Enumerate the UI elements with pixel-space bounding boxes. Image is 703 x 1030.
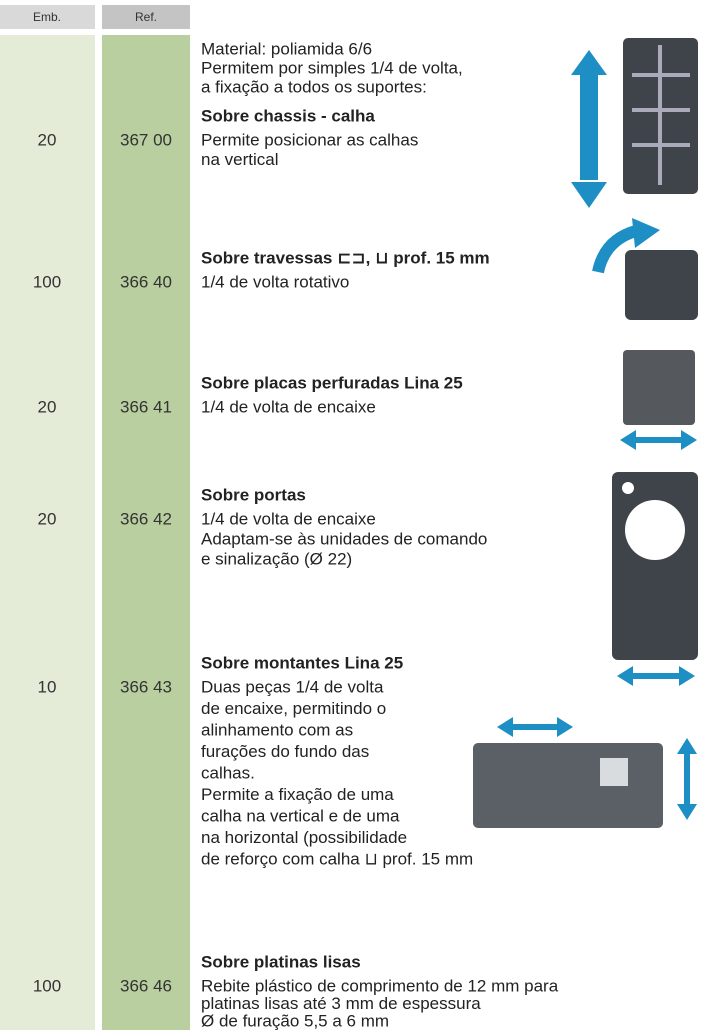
- header-ref: Ref.: [135, 10, 157, 24]
- item-line: 1/4 de volta de encaixe: [201, 509, 376, 528]
- item-line: platinas lisas até 3 mm de espessura: [201, 994, 481, 1013]
- item-line: Adaptam-se às unidades de comando: [201, 529, 487, 548]
- item-line: na vertical: [201, 150, 278, 169]
- product-image: [623, 350, 695, 425]
- item-line: Permite a fixação de uma: [201, 785, 394, 804]
- ref-value: 366 42: [120, 509, 172, 528]
- arrow: [617, 666, 695, 686]
- ref-value: 366 40: [120, 272, 172, 291]
- header-emb: Emb.: [33, 10, 61, 24]
- product-detail: [632, 45, 690, 185]
- item-line: calhas.: [201, 763, 255, 782]
- product-image: [625, 250, 698, 320]
- arrow: [571, 50, 607, 208]
- emb-value: 20: [38, 397, 57, 416]
- item-line: alinhamento com as: [201, 720, 353, 739]
- item-line: e sinalização (Ø 22): [201, 549, 352, 568]
- emb-value: 100: [33, 272, 61, 291]
- header-cell: [102, 5, 190, 29]
- item-line: na horizontal (possibilidade: [201, 828, 407, 847]
- intro-line: a fixação a todos os suportes:: [201, 77, 427, 96]
- item-line: Ø de furação 5,5 a 6 mm: [201, 1011, 389, 1030]
- arrow-head: [632, 218, 660, 248]
- item-line: 1/4 de volta rotativo: [201, 272, 349, 291]
- product-hole: [625, 500, 685, 560]
- emb-value: 10: [38, 677, 57, 696]
- item-line: calha na vertical e de uma: [201, 806, 400, 825]
- ref-value: 367 00: [120, 130, 172, 149]
- item-line: de reforço com calha ⊔ prof. 15 mm: [201, 849, 473, 868]
- intro-line: Material: poliamida 6/6: [201, 39, 372, 58]
- item-title: Sobre travessas ⊏⊐, ⊔ prof. 15 mm: [201, 248, 490, 267]
- item-title: Sobre portas: [201, 485, 306, 504]
- item-title: Sobre chassis - calha: [201, 106, 375, 125]
- item-line: de encaixe, permitindo o: [201, 699, 386, 718]
- item-title: Sobre platinas lisas: [201, 952, 361, 971]
- emb-value: 20: [38, 130, 57, 149]
- product-image: [473, 743, 663, 828]
- emb-column: [0, 35, 95, 1030]
- ref-value: 366 41: [120, 397, 172, 416]
- arrow: [620, 430, 697, 450]
- ref-value: 366 43: [120, 677, 172, 696]
- arrow: [497, 717, 697, 820]
- item-line: furações do fundo das: [201, 742, 369, 761]
- header-cell: [0, 5, 95, 29]
- intro-line: Permitem por simples 1/4 de volta,: [201, 58, 463, 77]
- item-title: Sobre montantes Lina 25: [201, 653, 403, 672]
- emb-value: 20: [38, 509, 57, 528]
- item-line: Rebite plástico de comprimento de 12 mm …: [201, 976, 559, 995]
- item-title: Sobre placas perfuradas Lina 25: [201, 373, 463, 392]
- item-line: 1/4 de volta de encaixe: [201, 397, 376, 416]
- product-detail: [600, 758, 628, 786]
- item-line: Duas peças 1/4 de volta: [201, 677, 384, 696]
- emb-value: 100: [33, 976, 61, 995]
- product-hole: [622, 482, 634, 494]
- product-images: [473, 38, 698, 828]
- ref-value: 366 46: [120, 976, 172, 995]
- ref-column: [102, 35, 190, 1030]
- item-line: Permite posicionar as calhas: [201, 130, 418, 149]
